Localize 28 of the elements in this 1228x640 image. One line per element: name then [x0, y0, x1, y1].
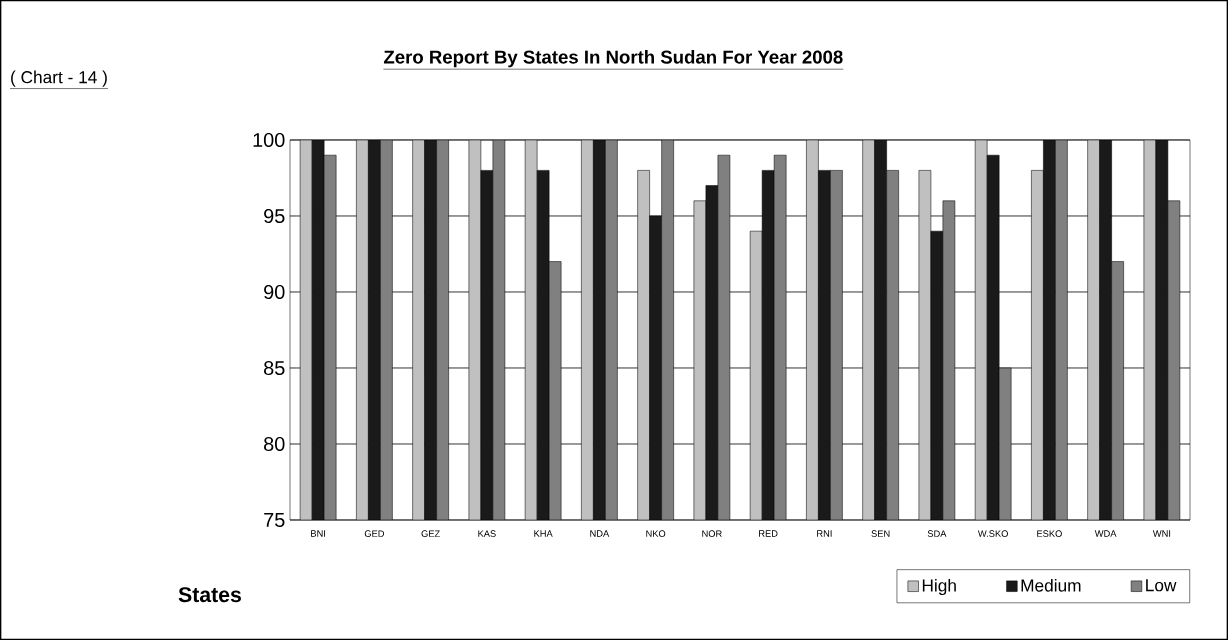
x-tick-label: KHA — [534, 530, 553, 537]
x-tick-label: SDA — [927, 530, 947, 537]
x-tick-label: GED — [364, 530, 385, 537]
x-tick-label: BNI — [311, 530, 326, 537]
x-axis-title: States — [178, 587, 241, 603]
y-tick-label: 95 — [264, 208, 285, 224]
x-tick-label: NDA — [590, 530, 610, 537]
legend-label: Low — [1146, 579, 1177, 592]
x-tick-label: ESKO — [1037, 530, 1062, 537]
chart-title: Zero Report By States In North Sudan For Year 2008 — [383, 49, 843, 68]
x-tick-label: WNI — [1152, 530, 1171, 537]
legend-label: High — [922, 578, 956, 596]
text: ( Chart - 14 ) — [11, 70, 107, 87]
y-tick-label: 85 — [264, 360, 285, 376]
x-tick-label: KAS — [478, 530, 496, 537]
x-tick-label: WDA — [1094, 530, 1117, 537]
legend-label: Medium — [1021, 578, 1081, 592]
x-tick-label: GEZ — [421, 530, 440, 537]
x-tick-label: RED — [759, 530, 778, 537]
y-tick-label: 75 — [264, 513, 285, 527]
x-tick-label: NKO — [646, 530, 666, 537]
x-tick-label: W.SKO — [977, 530, 1008, 537]
y-tick-label: 100 — [253, 132, 285, 148]
y-tick-label: 90 — [264, 284, 285, 300]
y-tick-label: 80 — [264, 436, 285, 452]
x-tick-label: SEN — [871, 530, 890, 537]
x-tick-label: NOR — [702, 530, 722, 537]
x-tick-label: RNI — [817, 530, 832, 537]
